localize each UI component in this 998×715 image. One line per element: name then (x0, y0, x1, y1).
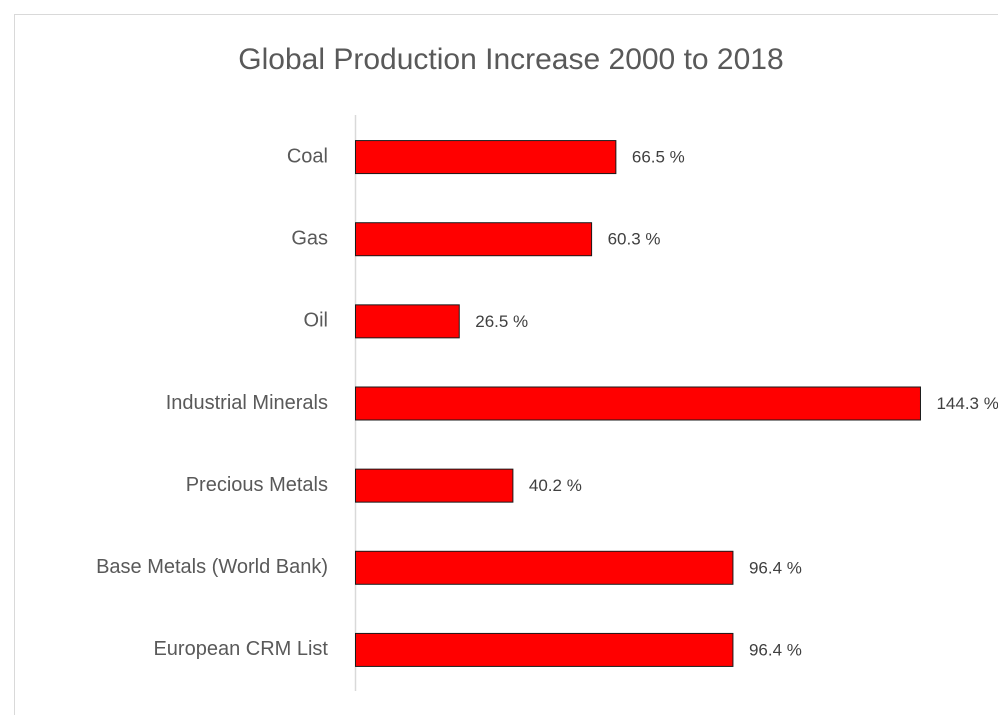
data-label: 40.2 % (529, 476, 582, 495)
y-tick-label: European CRM List (153, 638, 328, 660)
y-tick-label: Coal (287, 145, 328, 167)
y-tick-label: Industrial Minerals (166, 392, 328, 414)
y-tick-label: Base Metals (World Bank) (96, 556, 328, 578)
y-tick-label: Gas (291, 227, 328, 249)
bar (355, 386, 921, 421)
y-tick-label: Precious Metals (186, 474, 328, 496)
data-label: 60.3 % (608, 230, 661, 249)
bar (355, 550, 734, 585)
data-label: 96.4 % (749, 640, 802, 659)
bar (355, 468, 514, 503)
chart-border (14, 14, 998, 715)
bar (355, 140, 617, 175)
data-label: 144.3 % (936, 394, 998, 413)
bar (355, 304, 460, 339)
bar (355, 632, 734, 667)
chart-title: Global Production Increase 2000 to 2018 (238, 43, 783, 76)
data-label: 96.4 % (749, 558, 802, 577)
data-label: 66.5 % (632, 148, 685, 167)
y-tick-label: Oil (304, 310, 328, 332)
data-label: 26.5 % (475, 312, 528, 331)
bar (355, 222, 593, 257)
